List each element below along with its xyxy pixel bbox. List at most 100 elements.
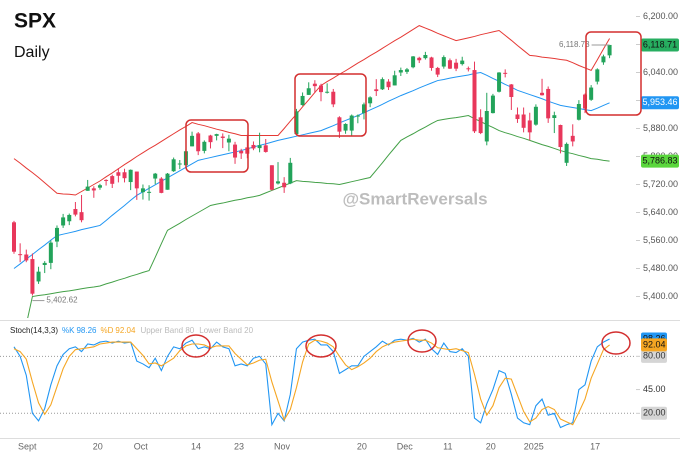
candle-body [251, 144, 256, 149]
candle-body [540, 92, 545, 96]
candle-body [392, 75, 397, 86]
candle-body [36, 271, 41, 282]
candle-body [42, 262, 47, 265]
y-tick-label: 5,640.00 [643, 207, 678, 217]
candle-body [607, 44, 612, 56]
candle-body [312, 83, 317, 87]
candle-body [104, 179, 109, 181]
candle-body [490, 95, 495, 114]
stoch-line [13, 338, 610, 426]
legend-name: %D [101, 326, 114, 335]
candle-body [472, 70, 477, 132]
x-tick-label: Nov [274, 441, 291, 451]
value-box [641, 96, 679, 110]
annotations [181, 31, 642, 358]
x-tick-label: 17 [590, 441, 600, 451]
candle-body [595, 69, 600, 82]
candle-body [447, 60, 452, 69]
highlight-ellipse [601, 331, 631, 355]
candle-body [294, 111, 299, 135]
x-tick-label: 23 [234, 441, 244, 451]
candle-body [202, 141, 207, 151]
value-box-label: 98.26 [643, 333, 666, 343]
candle-body [91, 188, 96, 191]
candle-body [128, 169, 133, 183]
candle-body [429, 57, 434, 68]
chart-subtitle: Daily [14, 44, 50, 61]
legend-name: %K [62, 326, 75, 335]
candle-body [484, 111, 489, 142]
candle-body [558, 125, 563, 148]
candle-body [355, 115, 360, 117]
x-tick-label: Dec [397, 441, 414, 451]
candle-body [30, 259, 35, 294]
candle-body [343, 123, 348, 131]
candle-body [423, 55, 428, 59]
highlight-ellipse [181, 334, 211, 358]
highlight-ellipse [407, 329, 437, 353]
candle-body [527, 120, 532, 133]
candle-body [269, 165, 274, 190]
candle-body [73, 209, 78, 215]
y-tick-label: 20.00 [643, 408, 666, 418]
high-label: 6,118.73 [559, 40, 590, 49]
y-tick-label: 80.00 [643, 351, 666, 361]
candle-body [404, 69, 409, 72]
candle-body [196, 133, 201, 152]
candle-body [147, 191, 152, 193]
candle-body [214, 134, 219, 136]
candle-body [85, 186, 90, 191]
tick-box [641, 349, 667, 363]
candle-body [116, 172, 121, 176]
candle-body [233, 144, 238, 158]
candle-body [165, 173, 170, 190]
candle-body [601, 56, 606, 63]
y-tick-label: 5,880.00 [643, 123, 678, 133]
candle-body [140, 188, 145, 193]
y-tick-label: 6,040.00 [643, 67, 678, 77]
x-tick-label: 20 [93, 441, 103, 451]
candle-body [460, 60, 465, 65]
legend-value: 92.04 [115, 326, 136, 335]
candle-body [300, 95, 305, 106]
candle-body [576, 104, 581, 120]
legend-band: Upper Band 80 [140, 326, 194, 335]
candle-body [12, 222, 16, 252]
candle-body [18, 254, 23, 256]
candle-body [546, 88, 551, 119]
highlight-box [585, 31, 642, 116]
legend-value: 98.26 [76, 326, 97, 335]
candle-body [171, 159, 176, 172]
candle-body [276, 181, 281, 184]
candle-body [380, 79, 385, 90]
candle-body [337, 117, 342, 132]
candle-body [478, 117, 483, 134]
x-tick-label: Sept [18, 441, 37, 451]
candle-body [441, 57, 446, 67]
legend-band: Lower Band 20 [199, 326, 253, 335]
highlight-box [185, 119, 249, 173]
candle-body [454, 62, 459, 69]
candle-body [361, 104, 366, 114]
candle-body [417, 57, 422, 61]
candle-body [220, 136, 225, 138]
candle-body [466, 68, 471, 70]
candle-body [552, 115, 557, 118]
y-tick-label: 45.00 [643, 384, 666, 394]
watermark: @SmartReversals [342, 189, 487, 208]
band-line [13, 71, 610, 269]
candle-body [79, 212, 84, 221]
candle-body [153, 173, 158, 179]
candle-body [515, 114, 520, 120]
highlight-box [294, 73, 367, 137]
candle-body [263, 145, 268, 152]
band-line [27, 115, 610, 318]
value-box [641, 38, 679, 52]
low-label: 5,402.62 [46, 296, 78, 305]
candle-body [319, 85, 323, 93]
candle-body [61, 217, 66, 226]
tick-box [641, 406, 667, 420]
candle-body [306, 88, 311, 95]
candle-body [533, 106, 538, 125]
